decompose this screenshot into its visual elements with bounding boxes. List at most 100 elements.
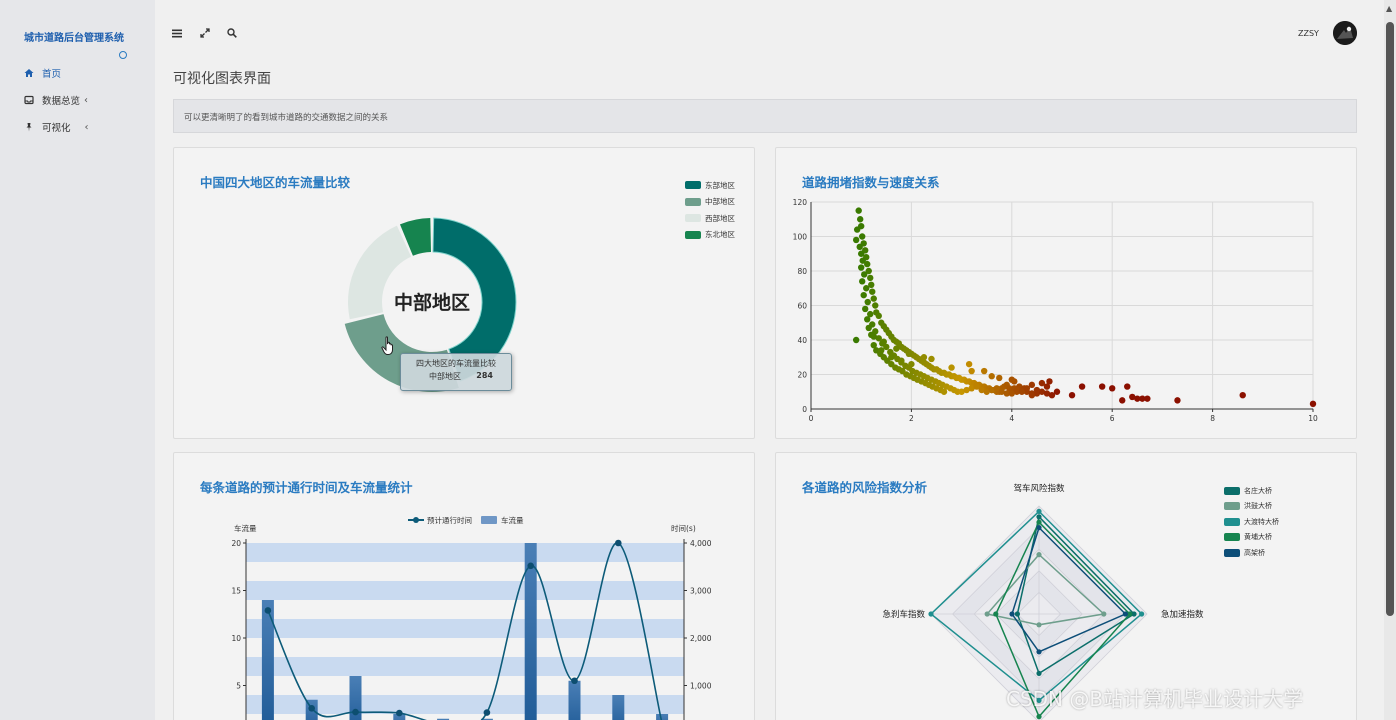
- scrollbar-thumb[interactable]: [1386, 22, 1394, 616]
- legend-label: 东部地区: [705, 180, 735, 190]
- scatter-point: [868, 281, 875, 288]
- avatar[interactable]: [1333, 21, 1357, 45]
- scatter-point: [859, 278, 866, 285]
- scatter-point: [1174, 397, 1181, 404]
- legend-line-dot: [413, 517, 419, 523]
- scatter-point: [905, 350, 913, 357]
- scatter-point: [965, 360, 973, 368]
- brand-title[interactable]: 城市道路后台管理系统: [24, 33, 124, 44]
- radar-point: [1014, 611, 1020, 617]
- y-tick-label: 0: [802, 405, 807, 414]
- sidebar-item-data-overview[interactable]: 数据总览 ‹: [24, 93, 88, 107]
- sidebar-item-home[interactable]: 首页: [24, 66, 61, 80]
- scatter-point: [978, 386, 985, 394]
- legend-item[interactable]: 名庄大桥: [1224, 483, 1279, 499]
- scatter-point: [908, 360, 915, 368]
- legend-item[interactable]: 东部地区: [685, 177, 735, 194]
- legend-label: 西部地区: [705, 213, 735, 223]
- scatter-point: [1109, 385, 1116, 392]
- legend-item[interactable]: 高架桥: [1224, 545, 1279, 561]
- scatter-point: [968, 367, 975, 375]
- chevron-left-icon: ‹: [84, 121, 89, 133]
- series-line: [267, 542, 663, 720]
- donut-center-label: 中部地区: [394, 291, 470, 314]
- y-tick-label: 20: [231, 539, 241, 548]
- legend-item[interactable]: 洪鼓大桥: [1224, 499, 1279, 515]
- legend-swatch: [1224, 502, 1240, 511]
- sidebar-item-visualization[interactable]: 可视化 ‹: [24, 120, 89, 134]
- inbox-icon: [24, 95, 34, 105]
- radar-point: [1036, 622, 1042, 628]
- radar-point: [1036, 552, 1042, 558]
- expand-icon[interactable]: [198, 26, 212, 40]
- y-tick-label: 10: [231, 634, 241, 643]
- x-tick-label: 8: [1210, 414, 1215, 423]
- line-point: [571, 677, 578, 685]
- chevron-left-icon: ‹: [84, 94, 89, 106]
- split-area: [246, 619, 684, 638]
- scatter-point: [998, 388, 1005, 395]
- radar-axis-label: 急刹车指数: [882, 609, 925, 620]
- panel-risk-index: 各道路的风险指数分析 名庄大桥 洪鼓大桥 大渡特大桥 黄埔大桥 高架桥 驾车风险指数 急加…: [775, 452, 1357, 720]
- sidebar-item-label: 可视化: [42, 123, 71, 134]
- legend-item[interactable]: 中部地区: [685, 194, 735, 211]
- radar-point: [1036, 514, 1042, 520]
- scatter-point: [859, 233, 866, 240]
- user-name[interactable]: ZZSY: [1298, 29, 1319, 38]
- scatter-point: [1033, 386, 1041, 394]
- line-point: [264, 607, 272, 614]
- scatter-point: [1008, 390, 1015, 397]
- legend-swatch: [1224, 533, 1240, 542]
- line-point: [615, 539, 622, 547]
- scroll-up-icon[interactable]: ▲: [1386, 4, 1393, 13]
- line-point: [352, 708, 359, 716]
- scatter-point: [875, 312, 882, 320]
- scatter-point: [980, 367, 988, 375]
- legend-swatch: [685, 181, 701, 190]
- scatter-point: [1013, 386, 1021, 394]
- legend-item[interactable]: 西部地区: [685, 210, 735, 227]
- line-point: [396, 709, 403, 717]
- scatter-point: [996, 374, 1003, 382]
- page-scrollbar[interactable]: ▲: [1384, 0, 1396, 720]
- scatter-point: [856, 216, 864, 223]
- scatter-point: [1239, 392, 1246, 399]
- donut-chart: 中部地区: [344, 217, 517, 392]
- radar-point: [1036, 697, 1042, 703]
- scatter-point: [1134, 395, 1141, 402]
- scatter-point: [888, 354, 895, 361]
- scatter-point: [1098, 383, 1106, 390]
- collapse-toggle-icon[interactable]: [119, 51, 127, 59]
- scatter-point: [898, 357, 905, 364]
- scatter-point: [1028, 392, 1036, 399]
- scatter-point: [863, 285, 870, 292]
- scatter-point: [870, 295, 877, 302]
- search-icon[interactable]: [225, 26, 239, 40]
- split-area: [246, 581, 684, 600]
- scatter-point: [864, 298, 871, 306]
- scatter-point: [853, 226, 861, 233]
- scatter-point: [988, 386, 995, 394]
- radar-point: [928, 611, 934, 617]
- legend-swatch: [1224, 517, 1240, 526]
- bar: [656, 714, 669, 720]
- bar: [349, 676, 362, 720]
- legend-swatch: [685, 230, 701, 239]
- chart-tooltip: 四大地区的车流量比较 中部地区 284: [400, 353, 512, 391]
- tooltip-name: 中部地区: [429, 372, 461, 381]
- radar-point: [1101, 611, 1107, 617]
- x-tick-label: 6: [1110, 414, 1115, 423]
- tooltip-title: 四大地区的车流量比较: [416, 359, 496, 368]
- radar-point: [1036, 714, 1042, 720]
- legend-item[interactable]: 大渡特大桥: [1224, 514, 1279, 530]
- panel-title: 道路拥堵指数与速度关系: [802, 175, 940, 190]
- menu-icon[interactable]: [170, 26, 184, 40]
- pie-slice: [348, 225, 412, 320]
- radar-point: [1009, 611, 1015, 617]
- radar-point: [1036, 519, 1042, 525]
- sidebar: 城市道路后台管理系统 首页 数据总览 ‹ 可视化 ‹: [0, 0, 155, 720]
- legend-item[interactable]: 东北地区: [685, 227, 735, 244]
- legend-item[interactable]: 黄埔大桥: [1224, 530, 1279, 546]
- sidebar-item-label: 首页: [42, 69, 62, 80]
- radar-point: [1127, 611, 1133, 617]
